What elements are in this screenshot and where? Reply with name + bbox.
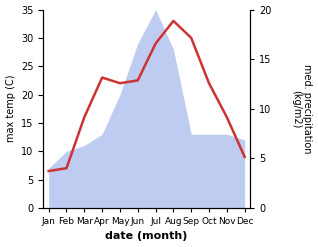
Y-axis label: max temp (C): max temp (C) <box>5 75 16 143</box>
Y-axis label: med. precipitation
(kg/m2): med. precipitation (kg/m2) <box>291 64 313 153</box>
X-axis label: date (month): date (month) <box>106 231 188 242</box>
